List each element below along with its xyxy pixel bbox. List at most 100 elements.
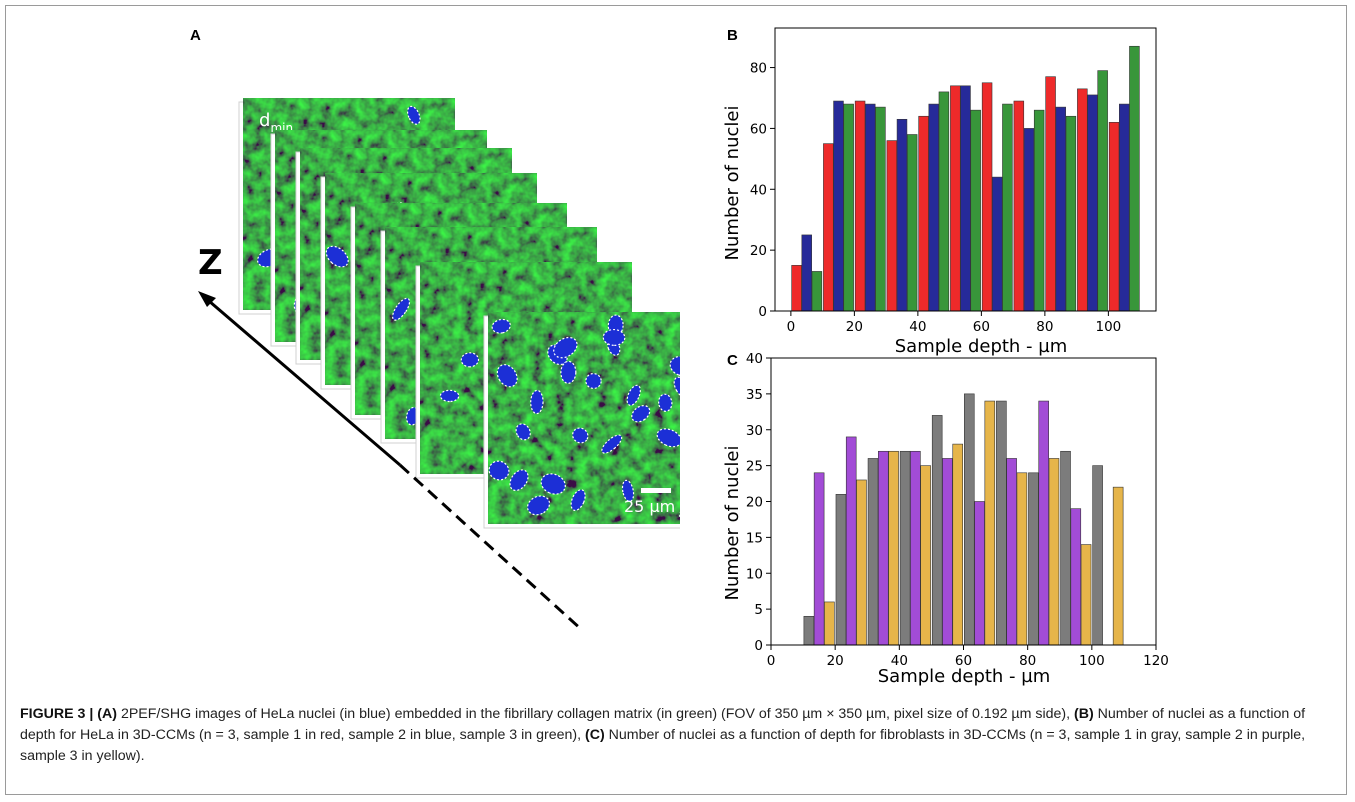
nucleus-outline xyxy=(509,469,529,492)
chart-b-bar-series-3 xyxy=(1033,109,1045,312)
chart-c-bar-series-3 xyxy=(1080,544,1092,646)
nucleus-outline xyxy=(626,384,641,406)
chart-b-bar-series-1 xyxy=(886,140,898,312)
chart-c-y-tick-label: 15 xyxy=(746,530,763,546)
chart-b-bar-series-1 xyxy=(791,265,802,312)
chart-b-bar-series-1 xyxy=(1108,122,1120,312)
chart-b-bar-series-2 xyxy=(928,103,939,312)
nucleus-outline xyxy=(585,372,602,390)
chart-c-x-tick-label: 80 xyxy=(1019,653,1036,669)
chart-b-bar-series-3 xyxy=(970,109,981,312)
chart-b-y-tick-label: 80 xyxy=(750,61,767,77)
nucleus-outline xyxy=(496,364,518,388)
caption-part-b-label: (B) xyxy=(1074,706,1094,722)
nucleus-outline xyxy=(439,389,460,403)
nucleus-outline xyxy=(526,495,551,516)
chart-c-ylabel: Number of nuclei xyxy=(722,446,743,601)
chart-c-bar-series-1 xyxy=(867,458,879,646)
chart-b-y-tick-label: 40 xyxy=(750,182,767,198)
nucleus-outline xyxy=(601,434,623,454)
chart-b-x-tick-label: 20 xyxy=(846,319,863,335)
chart-b-x-tick-label: 80 xyxy=(1036,319,1053,335)
chart-b-y-tick-label: 60 xyxy=(750,121,767,137)
chart-c-x-tick-label: 0 xyxy=(767,653,776,669)
chart-b-bar-series-2 xyxy=(1119,103,1130,312)
chart-c-bar-series-2 xyxy=(845,436,857,646)
chart-c-bar-series-3 xyxy=(824,601,835,646)
chart-b-bar-series-2 xyxy=(801,234,812,312)
caption-part-a-label: (A) xyxy=(97,706,117,722)
chart-c-bar-series-3 xyxy=(920,465,931,646)
chart-c-bar-series-1 xyxy=(1092,465,1103,646)
chart-c-bar-series-2 xyxy=(910,450,921,646)
chart-b-y-tick-label: 20 xyxy=(750,243,767,259)
scale-bar xyxy=(641,488,671,493)
chart-c-bar-series-1 xyxy=(899,450,911,646)
nucleus-outline xyxy=(460,352,480,368)
chart-b-bar-series-1 xyxy=(981,82,993,312)
chart-b-bar-series-2 xyxy=(1023,128,1035,312)
z-axis-label: Z xyxy=(198,243,223,283)
chart-b-bar-series-1 xyxy=(854,100,866,312)
chart-b-bar-series-3 xyxy=(1097,70,1108,312)
chart-b-y-tick-label: 0 xyxy=(758,304,767,320)
chart-b-x-tick-label: 40 xyxy=(909,319,926,335)
nucleus-outline xyxy=(656,428,680,448)
chart-c-y-tick-label: 35 xyxy=(746,387,763,403)
chart-c-y-tick-label: 30 xyxy=(746,423,763,439)
nucleus-outline xyxy=(631,405,651,423)
nucleus-outline xyxy=(673,376,680,399)
nucleus-outline xyxy=(669,355,680,377)
nucleus-outline xyxy=(560,360,577,384)
chart-b-x-tick-label: 60 xyxy=(973,319,990,335)
chart-c-x-tick-label: 100 xyxy=(1079,653,1105,669)
nucleus-outline xyxy=(325,245,349,268)
chart-b-bar-series-3 xyxy=(875,106,886,312)
chart-b-bar-series-3 xyxy=(1002,103,1013,312)
chart-b-bar-series-2 xyxy=(960,85,971,312)
chart-b-bar-series-3 xyxy=(811,271,823,312)
chart-b-bar-series-1 xyxy=(823,143,834,312)
chart-b-bar-series-2 xyxy=(865,103,876,312)
nucleus-outline xyxy=(658,393,673,412)
chart-c-bar-series-1 xyxy=(996,400,1007,646)
microscopy-frame: 25 µm xyxy=(483,312,680,529)
chart-c-bar-series-1 xyxy=(803,615,815,646)
chart-c-y-tick-label: 40 xyxy=(746,351,763,367)
nucleus-outline xyxy=(407,105,421,125)
chart-c-bar-series-3 xyxy=(1048,458,1060,646)
chart-b-xlabel: Sample depth - µm xyxy=(895,336,1068,357)
chart-c-bar-series-3 xyxy=(856,479,867,646)
chart-c-bar-series-1 xyxy=(964,393,975,646)
chart-c-y-tick-label: 10 xyxy=(746,566,763,582)
chart-c-y-tick-label: 5 xyxy=(754,602,763,618)
chart-b-x-tick-label: 0 xyxy=(787,319,796,335)
chart-c-bar-series-3 xyxy=(1016,472,1028,646)
chart-b-bar-series-3 xyxy=(938,91,950,312)
figure-frame xyxy=(5,5,1347,795)
z-arrow-dashed xyxy=(398,463,584,632)
chart-b-bar-series-3 xyxy=(906,134,918,312)
nucleus-outline xyxy=(530,389,544,415)
chart-c-bar-series-3 xyxy=(888,450,899,646)
chart-c-bar-series-2 xyxy=(974,501,985,646)
chart-c: 0 20 40 60 80 100 120 0 5 10 15 20 25 30 35 40 Sample d… xyxy=(722,351,1169,687)
figure-caption: FIGURE 3 | (A) 2PEF/SHG images of HeLa n… xyxy=(20,704,1330,767)
chart-b-bar-series-2 xyxy=(992,176,1003,312)
chart-b-bar-series-3 xyxy=(1065,115,1077,312)
nucleus-outline xyxy=(570,489,586,512)
panel-b-label: B xyxy=(727,27,738,44)
z-arrow-head xyxy=(198,291,216,307)
chart-c-x-tick-label: 60 xyxy=(955,653,972,669)
caption-figure-label: FIGURE 3 | xyxy=(20,706,94,722)
caption-part-a-text: 2PEF/SHG images of HeLa nuclei (in blue)… xyxy=(117,706,1074,722)
chart-b-bar-series-1 xyxy=(1013,100,1025,312)
nucleus-outline xyxy=(515,423,531,441)
z-arrow-solid xyxy=(201,293,401,467)
chart-c-bar-series-2 xyxy=(878,450,889,646)
chart-b-bar-series-2 xyxy=(833,100,844,312)
chart-c-bar-series-2 xyxy=(1006,458,1017,646)
nucleus-outline xyxy=(621,479,635,503)
panel-a-label: A xyxy=(190,27,201,44)
